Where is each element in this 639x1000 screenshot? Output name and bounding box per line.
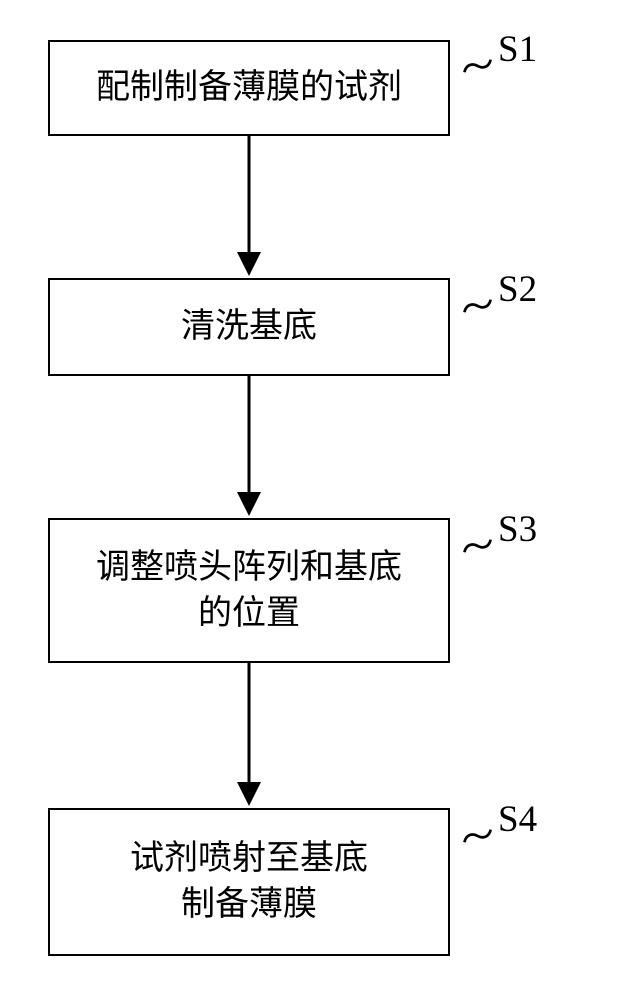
connector-s1: 〜 [453,36,500,93]
flow-node-s4-line2: 制备薄膜 [130,882,368,928]
flow-node-s3-line2: 的位置 [96,591,402,637]
connector-s2: 〜 [453,276,500,333]
flow-node-s2: 清洗基底 [48,278,450,376]
flow-node-s3-line1: 调整喷头阵列和基底 [96,545,402,591]
label-s3: S3 [498,508,537,551]
label-s1: S1 [498,28,537,71]
flow-node-s1: 配制制备薄膜的试剂 [48,40,450,136]
connector-s3: 〜 [453,516,500,573]
flow-node-s4-line1: 试剂喷射至基底 [130,836,368,882]
label-s4: S4 [498,798,537,841]
flow-node-s3: 调整喷头阵列和基底 的位置 [48,518,450,663]
flow-node-s1-text: 配制制备薄膜的试剂 [96,65,402,111]
label-s2: S2 [498,268,537,311]
flowchart-canvas: 配制制备薄膜的试剂 〜 S1 清洗基底 〜 S2 调整喷头阵列和基底 的位置 〜… [0,0,639,1000]
flow-node-s4: 试剂喷射至基底 制备薄膜 [48,808,450,956]
flow-node-s2-text: 清洗基底 [181,304,317,350]
connector-s4: 〜 [453,806,500,863]
